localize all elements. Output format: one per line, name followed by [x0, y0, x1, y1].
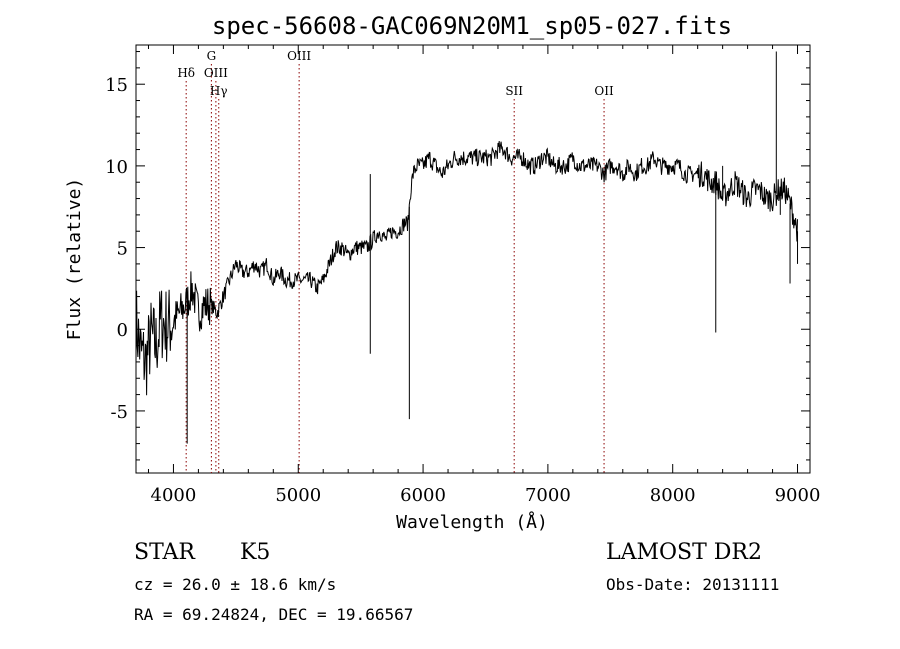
x-axis-ticks: 4000 5000 6000 7000 8000 9000: [147, 45, 821, 506]
redshift-readout: cz = 26.0 ± 18.6 km/s: [134, 575, 336, 594]
y-tick-label: 5: [117, 239, 128, 260]
object-class: STAR: [134, 540, 196, 565]
y-tick-label: 10: [105, 157, 128, 178]
line-marker-label: SII: [505, 84, 523, 98]
coordinates-readout: RA = 69.24824, DEC = 19.66567: [134, 605, 413, 624]
observation-date: Obs-Date: 20131111: [606, 575, 779, 594]
line-marker-label: OII: [594, 84, 614, 98]
chart-title: spec-56608-GAC069N20M1_sp05-027.fits: [212, 12, 732, 40]
x-tick-label: 6000: [400, 485, 446, 506]
y-tick-label: 15: [105, 75, 128, 96]
y-axis-label: Flux (relative): [64, 178, 85, 341]
x-tick-label: 8000: [650, 485, 696, 506]
y-tick-label: -5: [110, 402, 128, 423]
survey-label: LAMOST DR2: [606, 540, 762, 565]
line-marker-label: G: [207, 49, 217, 63]
spectrum-line: [135, 140, 798, 396]
x-axis-label: Wavelength (Å): [396, 511, 548, 533]
y-axis-ticks: -5 0 5 10 15: [105, 51, 810, 461]
object-subclass: K5: [240, 540, 270, 565]
spectrum-series: [135, 51, 799, 444]
x-tick-label: 7000: [525, 485, 571, 506]
plot-frame: [135, 44, 811, 474]
line-markers: Hδ G OIII Hγ OIII SII OII: [177, 49, 614, 473]
y-tick-label: 0: [117, 320, 128, 341]
x-tick-label: 9000: [775, 485, 821, 506]
x-tick-label: 4000: [151, 485, 197, 506]
info-panel: STAR K5 LAMOST DR2 cz = 26.0 ± 18.6 km/s…: [134, 540, 779, 624]
line-marker-label: OIII: [287, 49, 311, 63]
line-marker-label: Hδ: [177, 66, 195, 80]
x-tick-label: 5000: [275, 485, 321, 506]
plot-area: Hδ G OIII Hγ OIII SII OII 4000 5000 6000 7000 8000…: [105, 44, 821, 506]
line-marker-label: OIII: [204, 66, 228, 80]
line-marker-label: Hγ: [210, 84, 228, 98]
